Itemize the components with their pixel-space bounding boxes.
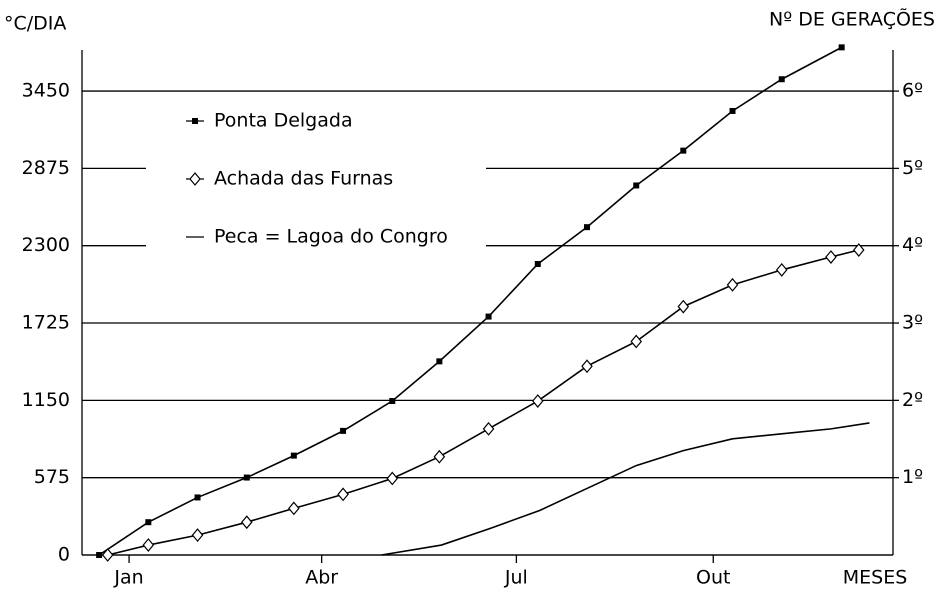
- x-axis-label: MESES: [843, 567, 908, 589]
- y-axis-label: °C/DIA: [4, 13, 66, 35]
- marker: [482, 421, 495, 436]
- marker: [729, 107, 736, 114]
- marker: [436, 358, 443, 365]
- y2-tick-label: 5º: [902, 157, 923, 179]
- legend-marker: [192, 118, 198, 124]
- y2-tick-label: 4º: [902, 234, 923, 256]
- y2-tick-label: 6º: [902, 80, 923, 102]
- marker: [630, 334, 643, 349]
- y2-tick-label: 2º: [902, 389, 923, 411]
- marker: [337, 487, 349, 502]
- marker: [101, 548, 114, 562]
- marker: [340, 427, 347, 434]
- y-tick-label: 3450: [22, 80, 70, 102]
- marker: [433, 449, 446, 464]
- y-tick-label: 575: [34, 466, 70, 488]
- legend-label: Ponta Delgada: [214, 110, 353, 132]
- series-line: [107, 249, 859, 556]
- x-tick-label: Abr: [305, 567, 338, 589]
- series-line: [98, 46, 843, 556]
- marker: [532, 394, 544, 408]
- marker: [386, 471, 399, 486]
- marker: [726, 277, 739, 292]
- marker: [240, 515, 253, 530]
- marker: [243, 474, 250, 481]
- marker: [680, 147, 687, 154]
- marker: [677, 299, 690, 314]
- y-tick-label: 1725: [22, 312, 70, 334]
- legend-label: Achada das Furnas: [214, 168, 393, 190]
- y2-tick-label: 3º: [902, 312, 923, 334]
- marker: [96, 552, 103, 558]
- marker: [838, 44, 845, 51]
- marker: [389, 398, 396, 405]
- marker: [485, 313, 492, 320]
- x-tick-label: Jul: [504, 567, 528, 589]
- marker: [633, 182, 640, 189]
- marker: [852, 243, 865, 257]
- marker: [778, 76, 785, 83]
- marker: [145, 519, 152, 526]
- marker: [142, 538, 155, 552]
- marker: [825, 250, 837, 264]
- marker: [534, 260, 541, 267]
- marker: [581, 359, 593, 374]
- marker: [288, 501, 300, 516]
- y-tick-label: 1150: [22, 389, 70, 411]
- y2-tick-label: 1º: [902, 466, 923, 488]
- y2-axis-label: Nº DE GERAÇÕES: [769, 8, 935, 31]
- legend-marker: [189, 172, 201, 186]
- marker: [775, 262, 788, 277]
- y-tick-label: 0: [58, 544, 70, 566]
- marker: [191, 528, 204, 543]
- x-tick-label: Out: [696, 567, 730, 589]
- series-line: [381, 422, 870, 556]
- legend-label: Peca = Lagoa do Congro: [214, 226, 448, 248]
- y-tick-label: 2875: [22, 157, 70, 179]
- marker: [290, 452, 297, 459]
- marker: [584, 224, 591, 231]
- x-tick-label: Jan: [113, 567, 143, 589]
- marker: [194, 494, 201, 501]
- y-tick-label: 2300: [22, 234, 70, 256]
